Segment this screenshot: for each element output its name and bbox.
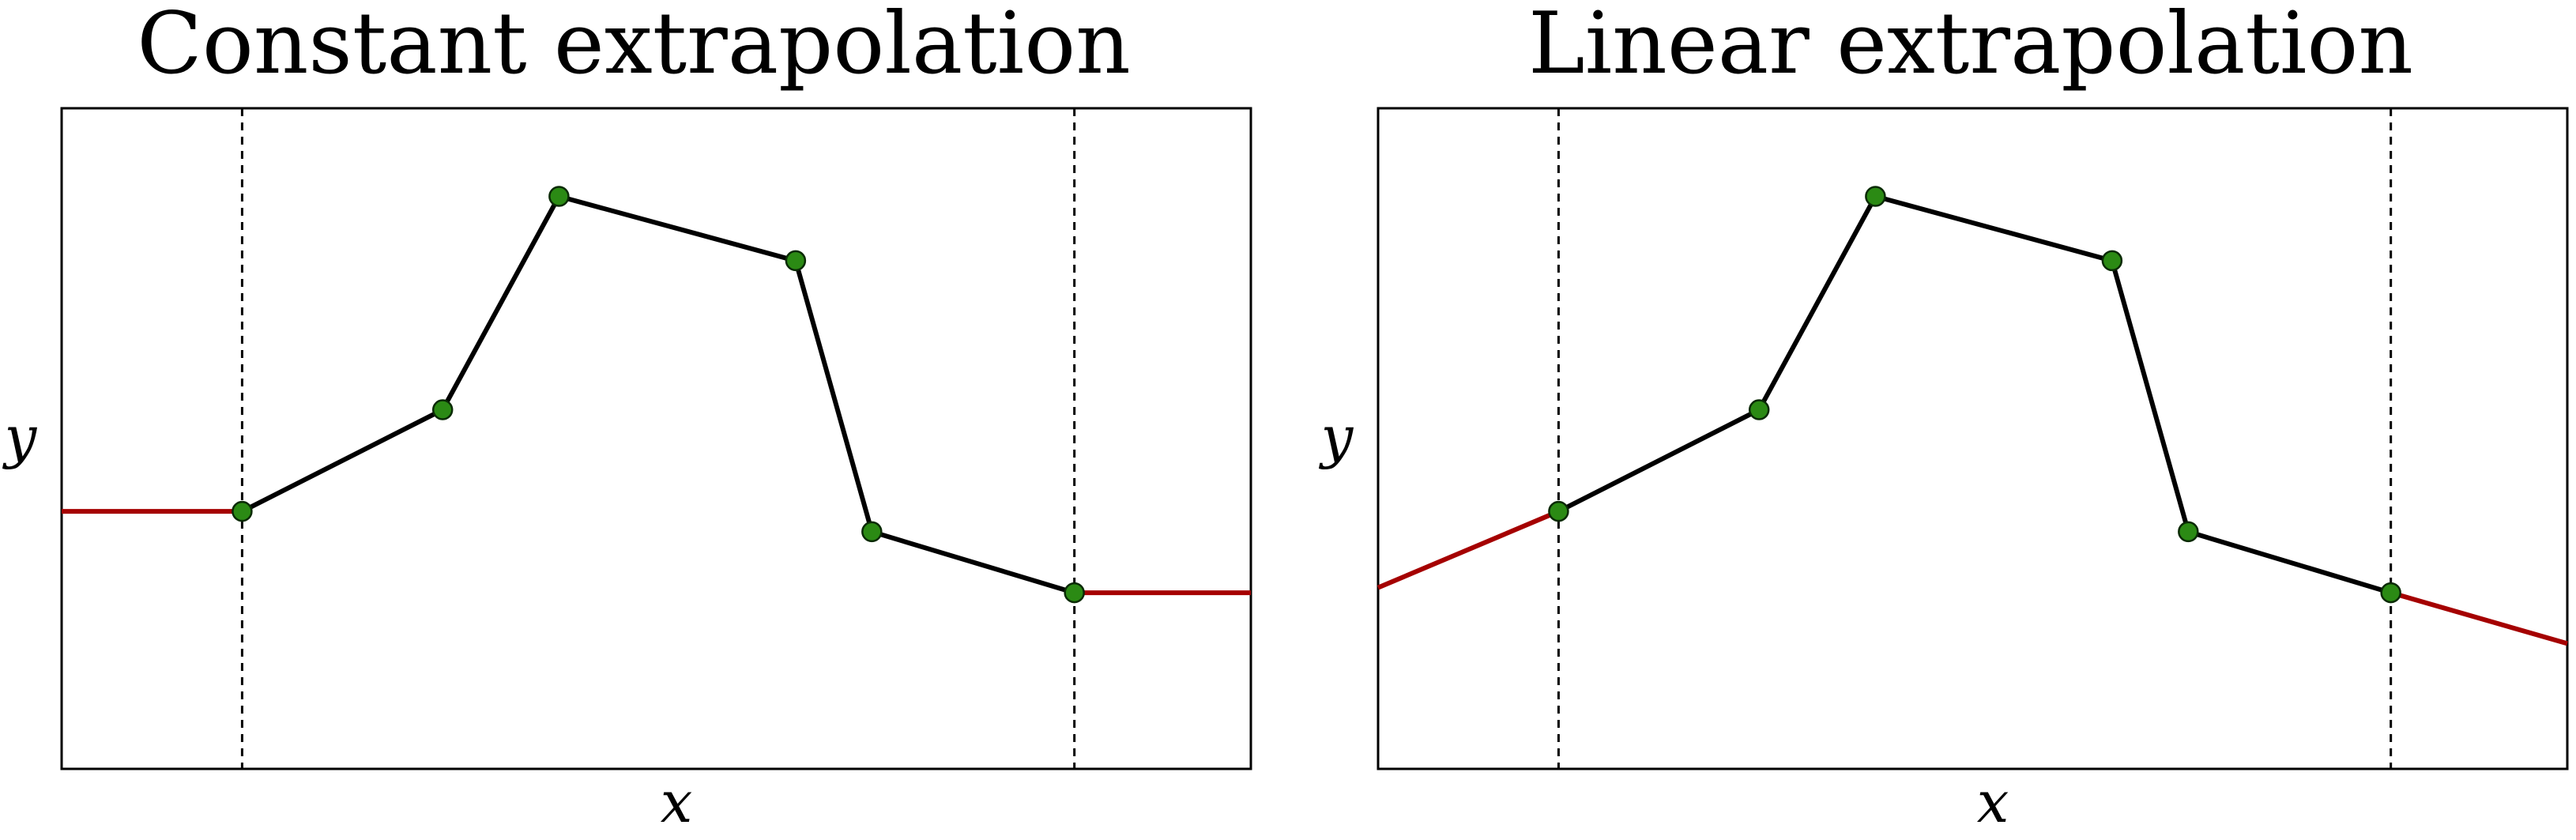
knot-point <box>2380 582 2401 604</box>
plot-frame <box>1377 107 2569 770</box>
knot-point <box>2101 250 2123 272</box>
plot-frame <box>60 107 1252 770</box>
knot-point <box>1748 399 1770 420</box>
interpolation-line <box>1557 193 2392 595</box>
x-axis-label: x <box>1977 769 2009 835</box>
y-axis-label: y <box>2 404 38 470</box>
knot-point <box>548 186 570 207</box>
knot-point <box>785 250 807 272</box>
knot-point <box>1865 186 1886 207</box>
knot-point <box>2178 521 2199 543</box>
knot-point <box>431 399 454 420</box>
panel-title: Linear extrapolation <box>1528 0 2413 93</box>
panel-linear: Linear extrapolation y x <box>1319 0 2569 835</box>
extrapolation-left-line <box>1377 509 1560 590</box>
panel-title: Constant extrapolation <box>137 0 1131 93</box>
panel-constant: Constant extrapolation y x <box>2 0 1252 835</box>
plot-area <box>62 108 1251 769</box>
plot-area <box>1377 108 2568 769</box>
y-axis-label: y <box>1319 404 1354 470</box>
extrapolation-right-line <box>2390 590 2568 646</box>
x-axis-label: x <box>661 769 693 835</box>
interpolation-line <box>241 193 1075 595</box>
knot-point <box>861 521 883 543</box>
knot-point <box>1064 582 1085 604</box>
knot-point <box>1548 500 1569 522</box>
knot-point <box>232 500 253 522</box>
